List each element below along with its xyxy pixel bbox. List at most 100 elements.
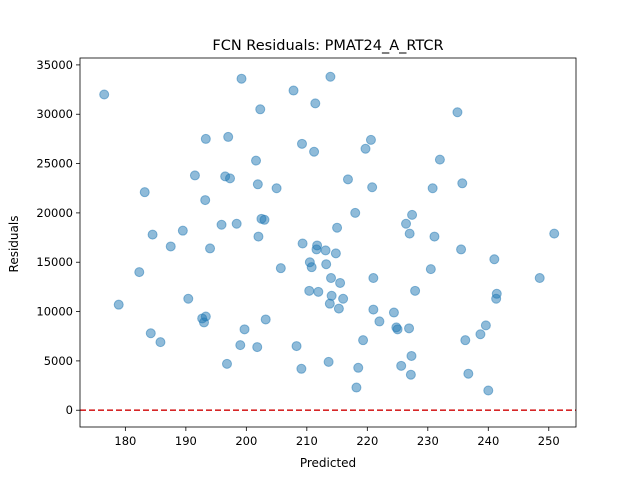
data-point-25 [239, 324, 250, 335]
data-point-77 [404, 323, 415, 334]
chart-title: FCN Residuals: PMAT24_A_RTCR [212, 38, 443, 54]
data-point-19 [221, 358, 232, 369]
y-axis-label: Residuals [7, 216, 21, 273]
data-point-22 [231, 218, 242, 229]
data-point-97 [491, 288, 502, 299]
data-point-21 [225, 173, 236, 184]
data-point-33 [260, 314, 271, 325]
data-point-55 [326, 290, 337, 301]
data-point-0 [99, 89, 110, 100]
data-point-15 [200, 311, 211, 322]
data-point-53 [325, 71, 336, 82]
data-point-80 [406, 350, 417, 361]
data-point-54 [326, 273, 337, 284]
data-point-26 [251, 155, 262, 166]
data-point-44 [309, 146, 320, 157]
data-point-59 [335, 277, 346, 288]
data-point-43 [306, 262, 317, 273]
data-point-5 [147, 229, 158, 240]
data-point-56 [330, 248, 341, 259]
data-point-37 [291, 341, 302, 352]
data-point-68 [367, 182, 378, 193]
data-point-60 [338, 293, 349, 304]
data-point-91 [463, 368, 474, 379]
data-point-86 [434, 154, 445, 165]
data-point-36 [288, 85, 299, 96]
data-point-87 [452, 107, 463, 118]
data-point-92 [475, 329, 486, 340]
y-tick-label-25000: 25000 [36, 157, 73, 171]
y-tick-label-30000: 30000 [36, 107, 73, 121]
data-point-16 [205, 243, 216, 254]
data-point-85 [429, 231, 440, 242]
data-point-29 [253, 231, 264, 242]
data-point-30 [255, 104, 266, 115]
data-point-88 [456, 244, 467, 255]
y-tick-label-10000: 10000 [36, 305, 73, 319]
data-point-50 [321, 259, 332, 270]
x-tick-label-180: 180 [114, 434, 136, 448]
data-point-48 [313, 286, 324, 297]
data-point-63 [351, 382, 362, 393]
plot-area [79, 57, 577, 428]
data-point-23 [235, 340, 246, 351]
data-point-99 [549, 228, 560, 239]
data-point-4 [145, 328, 156, 339]
data-point-90 [460, 335, 471, 346]
data-point-47 [312, 240, 323, 251]
data-point-40 [297, 238, 308, 249]
data-point-93 [480, 320, 491, 331]
data-point-3 [139, 187, 150, 198]
data-point-39 [296, 138, 307, 149]
data-point-69 [368, 273, 379, 284]
data-point-27 [252, 342, 263, 353]
x-tick-label-200: 200 [235, 434, 257, 448]
x-tick-label-240: 240 [477, 434, 499, 448]
data-point-71 [374, 316, 385, 327]
data-point-70 [368, 304, 379, 315]
data-point-58 [333, 303, 344, 314]
y-axis: 0 5000 10000 15000 20000 25000 30000 35000 [36, 58, 80, 417]
data-point-84 [427, 183, 438, 194]
data-point-82 [410, 285, 421, 296]
data-point-13 [200, 195, 211, 206]
data-point-62 [350, 207, 361, 218]
data-point-57 [332, 222, 343, 233]
data-point-10 [189, 170, 200, 181]
x-tick-label-220: 220 [356, 434, 378, 448]
data-point-95 [489, 254, 500, 265]
data-point-94 [483, 385, 494, 396]
data-point-61 [342, 174, 353, 185]
data-point-98 [534, 273, 545, 284]
x-tick-label-190: 190 [175, 434, 197, 448]
data-point-66 [360, 143, 371, 154]
y-tick-label-20000: 20000 [36, 206, 73, 220]
data-point-79 [405, 369, 416, 380]
x-tick-label-250: 250 [538, 434, 560, 448]
y-tick-label-5000: 5000 [44, 354, 73, 368]
data-point-35 [275, 263, 286, 274]
data-point-24 [236, 73, 247, 84]
data-point-65 [358, 335, 369, 346]
x-axis-label: Predicted [300, 456, 356, 470]
data-point-74 [392, 324, 403, 335]
data-point-20 [223, 131, 234, 142]
data-point-89 [457, 178, 468, 189]
data-point-7 [165, 241, 176, 252]
data-point-45 [310, 98, 321, 109]
data-point-38 [296, 363, 307, 374]
data-point-67 [365, 134, 376, 145]
x-tick-label-210: 210 [296, 434, 318, 448]
y-tick-label-15000: 15000 [36, 255, 73, 269]
data-point-14 [200, 133, 211, 144]
data-point-49 [320, 245, 331, 256]
data-point-1 [113, 299, 124, 310]
x-tick-label-230: 230 [417, 434, 439, 448]
data-point-64 [353, 362, 364, 373]
data-point-81 [407, 209, 418, 220]
data-point-41 [304, 285, 315, 296]
data-point-32 [259, 214, 270, 225]
plot-frame [79, 57, 577, 428]
data-point-83 [425, 264, 436, 275]
data-point-34 [271, 183, 282, 194]
